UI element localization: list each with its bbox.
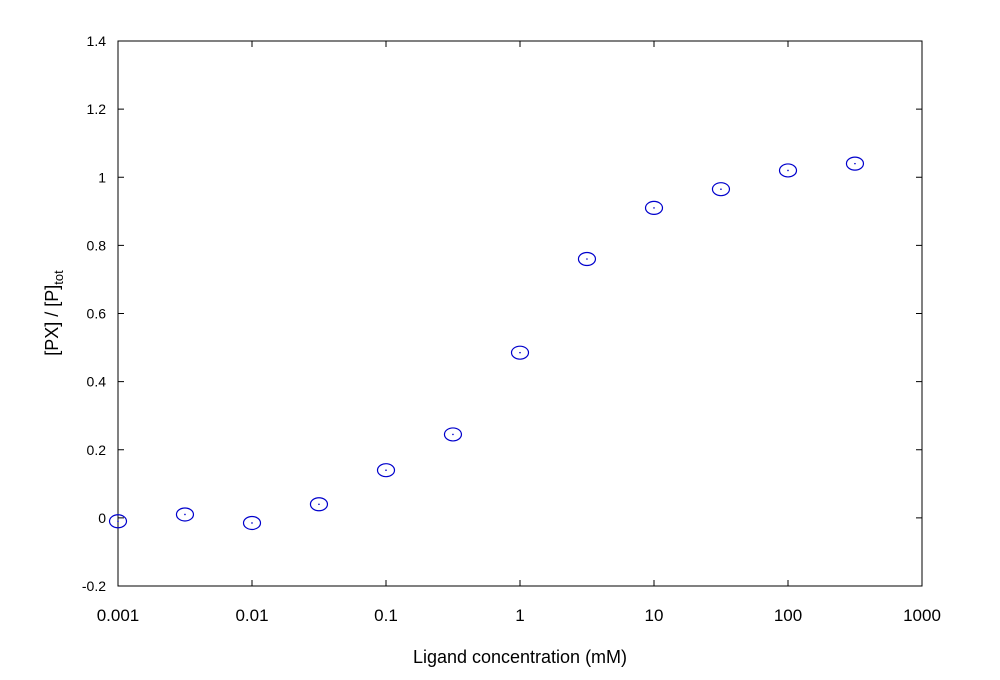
y-tick-label: 0.2 [87, 442, 107, 458]
data-point [711, 182, 731, 197]
data-point-marker [242, 515, 262, 531]
y-tick-label: 0 [98, 510, 106, 526]
data-point-center [385, 469, 387, 471]
data-point-marker [108, 514, 128, 529]
data-point-center [854, 162, 856, 165]
data-point-marker [577, 251, 597, 267]
data-point [510, 345, 530, 360]
data-point-marker [845, 156, 865, 171]
data-point-center [117, 520, 119, 523]
data-point [443, 427, 463, 442]
data-point-marker [309, 497, 329, 512]
y-tick-label: 0.6 [87, 306, 107, 322]
data-point [644, 200, 664, 216]
data-point-center [452, 433, 454, 436]
x-tick-label: 0.1 [374, 606, 398, 625]
axis-ticks: -0.2 0 0.2 0.4 0.6 0.8 1 1.2 1.4 0.001 0.01 0.1 1 10 1… [82, 33, 941, 625]
y-tick-label: 1 [98, 169, 106, 185]
data-point-marker [778, 163, 798, 178]
data-point-marker [510, 345, 530, 360]
x-tick-label: 1000 [903, 606, 941, 625]
data-point [242, 515, 262, 531]
data-point [845, 156, 865, 171]
y-axis-title-main: [PX] / [P] [42, 285, 62, 356]
x-tick-label: 100 [774, 606, 802, 625]
y-tick-label: 0.4 [87, 374, 107, 390]
y-axis-title-subscript: tot [51, 270, 66, 285]
y-tick-label: 1.4 [87, 33, 107, 49]
data-point [577, 251, 597, 267]
data-point [175, 507, 195, 522]
data-point-center [653, 207, 655, 209]
x-tick-label: 0.001 [97, 606, 140, 625]
y-tick-label: 1.2 [87, 101, 107, 117]
data-point [376, 463, 396, 478]
y-axis-title: [PX] / [P]tot [42, 270, 66, 356]
y-tick-label: -0.2 [82, 578, 106, 594]
data-point-center [184, 513, 186, 516]
data-point-center [251, 522, 253, 524]
data-point-marker [644, 200, 664, 216]
data-point-center [586, 258, 588, 260]
x-tick-label: 0.01 [235, 606, 268, 625]
data-points [108, 156, 865, 531]
y-tick-label: 0.8 [87, 237, 107, 253]
data-point-marker [711, 182, 731, 197]
data-point-center [720, 188, 722, 190]
plot-area [117, 40, 923, 587]
data-point [309, 497, 329, 512]
x-axis-title: Ligand concentration (mM) [413, 647, 627, 667]
data-point-center [318, 503, 320, 506]
data-point [108, 514, 128, 529]
data-point-center [787, 169, 789, 172]
data-point-marker [175, 507, 195, 522]
x-tick-label: 1 [515, 606, 524, 625]
data-point-center [519, 351, 521, 354]
data-point [778, 163, 798, 178]
data-point-marker [376, 463, 396, 478]
data-point-marker [443, 427, 463, 442]
x-tick-label: 10 [645, 606, 664, 625]
